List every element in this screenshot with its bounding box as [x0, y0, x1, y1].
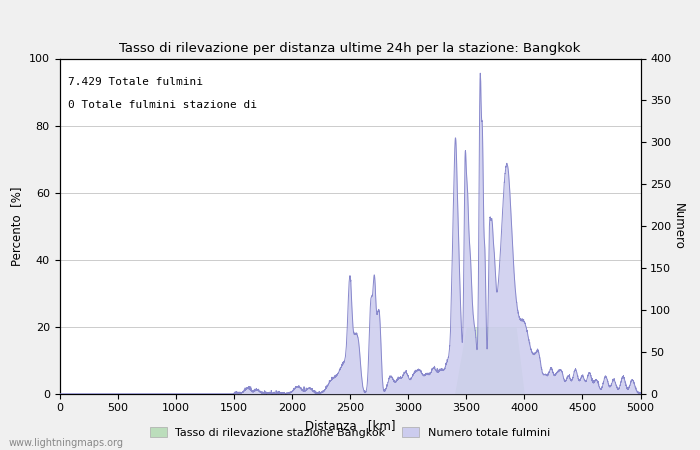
Y-axis label: Percento  [%]: Percento [%] — [10, 186, 23, 266]
X-axis label: Distanza   [km]: Distanza [km] — [304, 419, 395, 432]
Text: 7.429 Totale fulmini: 7.429 Totale fulmini — [68, 77, 203, 87]
Text: 0 Totale fulmini stazione di: 0 Totale fulmini stazione di — [68, 100, 257, 110]
Title: Tasso di rilevazione per distanza ultime 24h per la stazione: Bangkok: Tasso di rilevazione per distanza ultime… — [119, 41, 581, 54]
Text: www.lightningmaps.org: www.lightningmaps.org — [8, 438, 123, 448]
Legend: Tasso di rilevazione stazione Bangkok, Numero totale fulmini: Tasso di rilevazione stazione Bangkok, N… — [146, 423, 554, 442]
Y-axis label: Numero: Numero — [672, 202, 685, 250]
